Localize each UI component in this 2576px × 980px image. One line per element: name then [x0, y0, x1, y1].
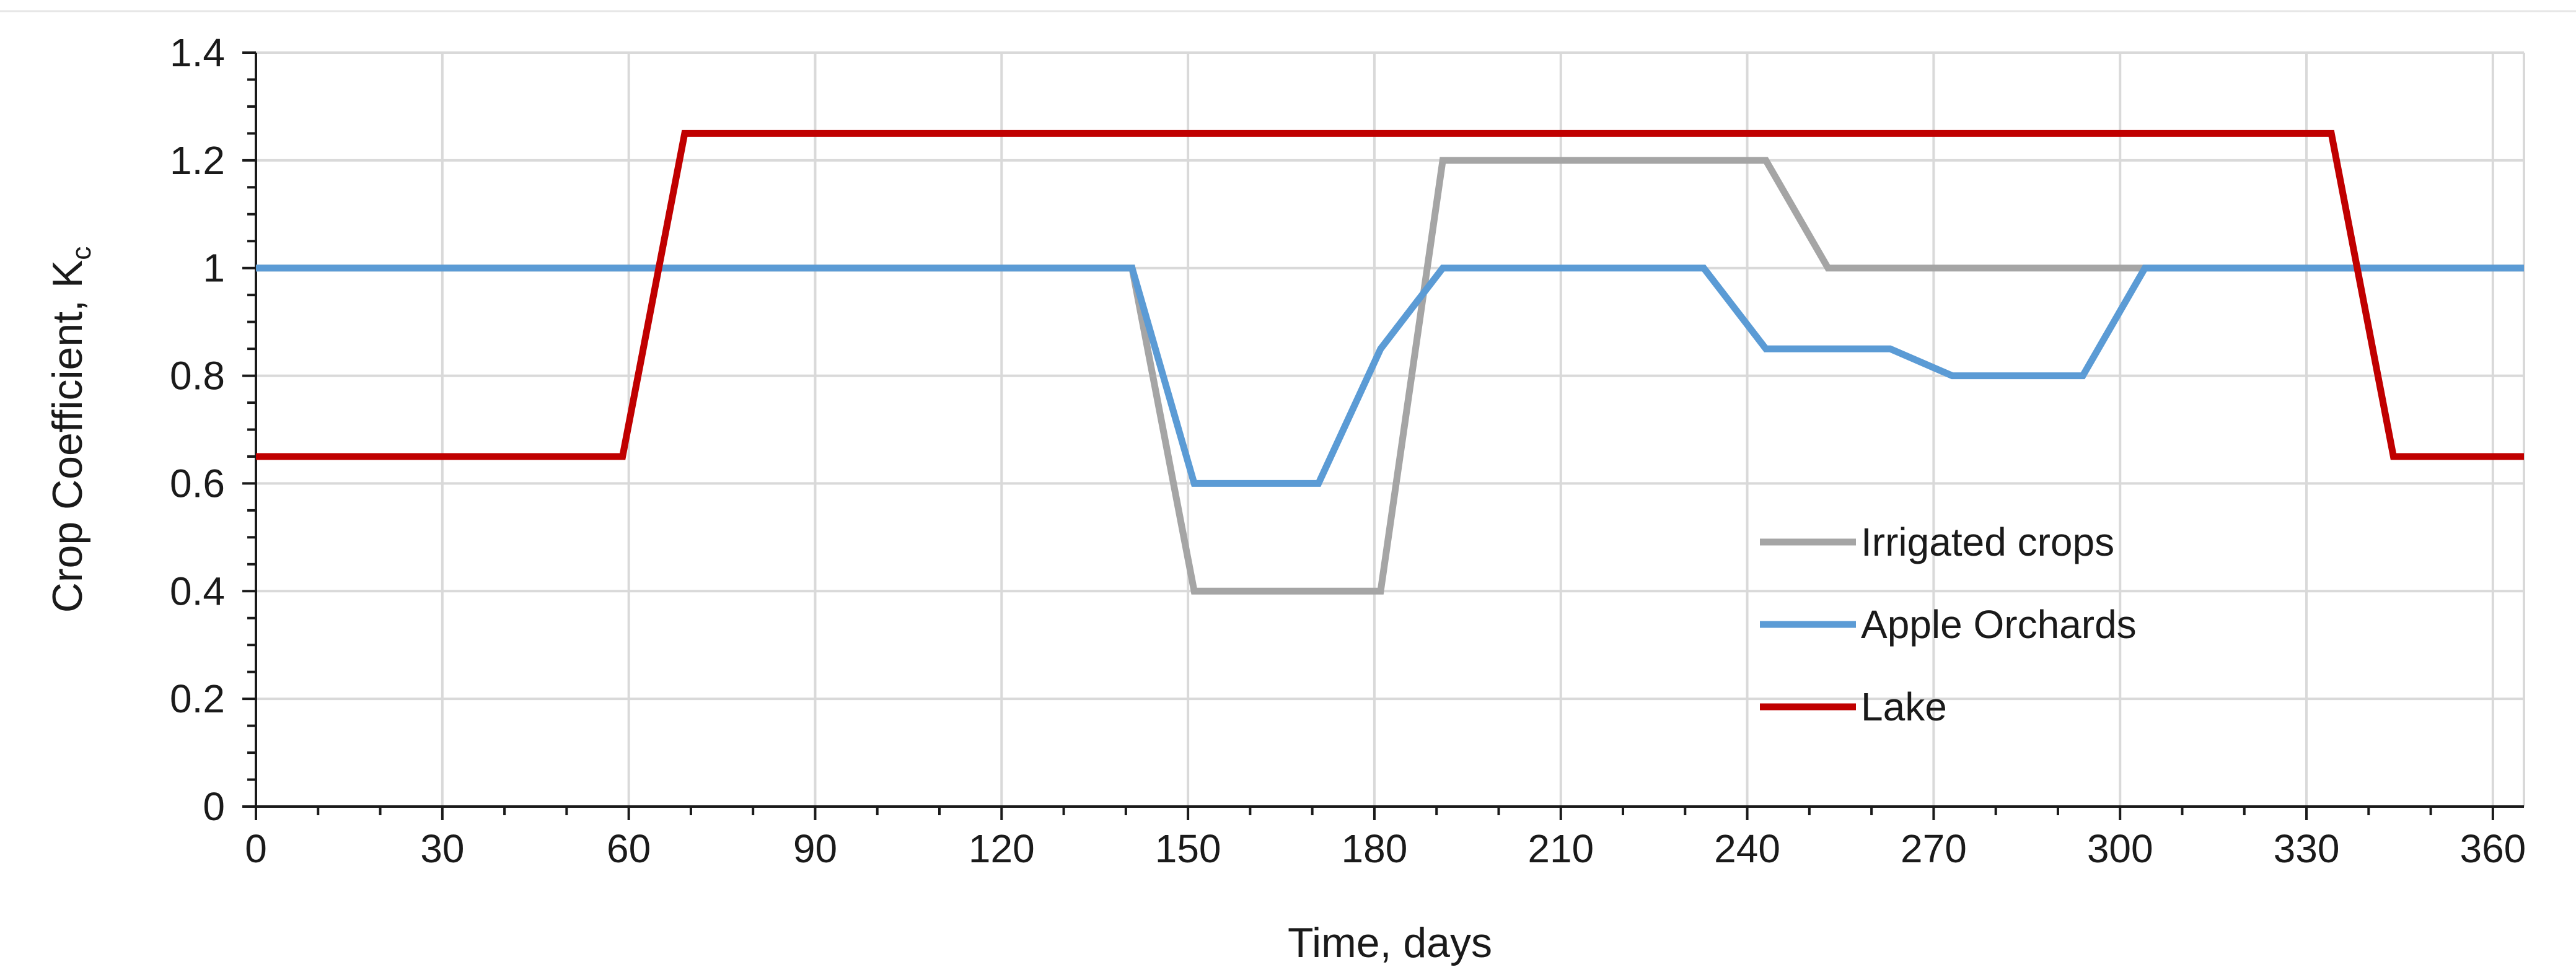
series-line-apple-orchards — [256, 265, 2524, 487]
x-tick-label: 270 — [1901, 826, 1967, 871]
x-tick-label: 90 — [793, 826, 837, 871]
legend-label: Lake — [1861, 685, 1947, 729]
x-tick-label: 360 — [2460, 826, 2526, 871]
x-tick-label: 150 — [1155, 826, 1221, 871]
legend: Irrigated crops Apple Orchards Lake — [1760, 520, 2137, 729]
legend-label: Apple Orchards — [1861, 602, 2137, 647]
y-axis-title-subscript: c — [66, 247, 97, 260]
y-tick-label: 1 — [203, 246, 225, 291]
series-line-lake — [256, 129, 2524, 460]
x-tick-label: 180 — [1342, 826, 1408, 871]
y-tick-label: 0.2 — [170, 676, 225, 721]
y-tick-label: 0.4 — [170, 569, 225, 613]
x-axis-title: Time, days — [1288, 919, 1492, 966]
y-tick-label: 0 — [203, 784, 225, 829]
y-axis-title-main: Crop Coefficient, K — [44, 260, 91, 613]
y-tick-label: 0.6 — [170, 461, 225, 505]
x-tick-label: 0 — [245, 826, 267, 871]
y-tick-label: 1.2 — [170, 138, 225, 183]
series-line-irrigated-crops — [256, 157, 2524, 595]
series-lines — [256, 129, 2524, 595]
legend-label: Irrigated crops — [1861, 520, 2114, 564]
axes: 0 30 60 90 120 150 180 210 240 270 300 330 360 0 0.2 0.… — [170, 30, 2526, 871]
x-tick-label: 330 — [2274, 826, 2340, 871]
x-tick-label: 30 — [420, 826, 464, 871]
y-tick-label: 1.4 — [170, 30, 225, 75]
y-axis-title: Crop Coefficient, Kc — [44, 247, 97, 613]
x-tick-label: 60 — [607, 826, 651, 871]
x-tick-label: 210 — [1528, 826, 1594, 871]
x-tick-label: 300 — [2087, 826, 2153, 871]
y-tick-label: 0.8 — [170, 354, 225, 398]
x-tick-label: 120 — [969, 826, 1035, 871]
x-tick-label: 240 — [1714, 826, 1780, 871]
